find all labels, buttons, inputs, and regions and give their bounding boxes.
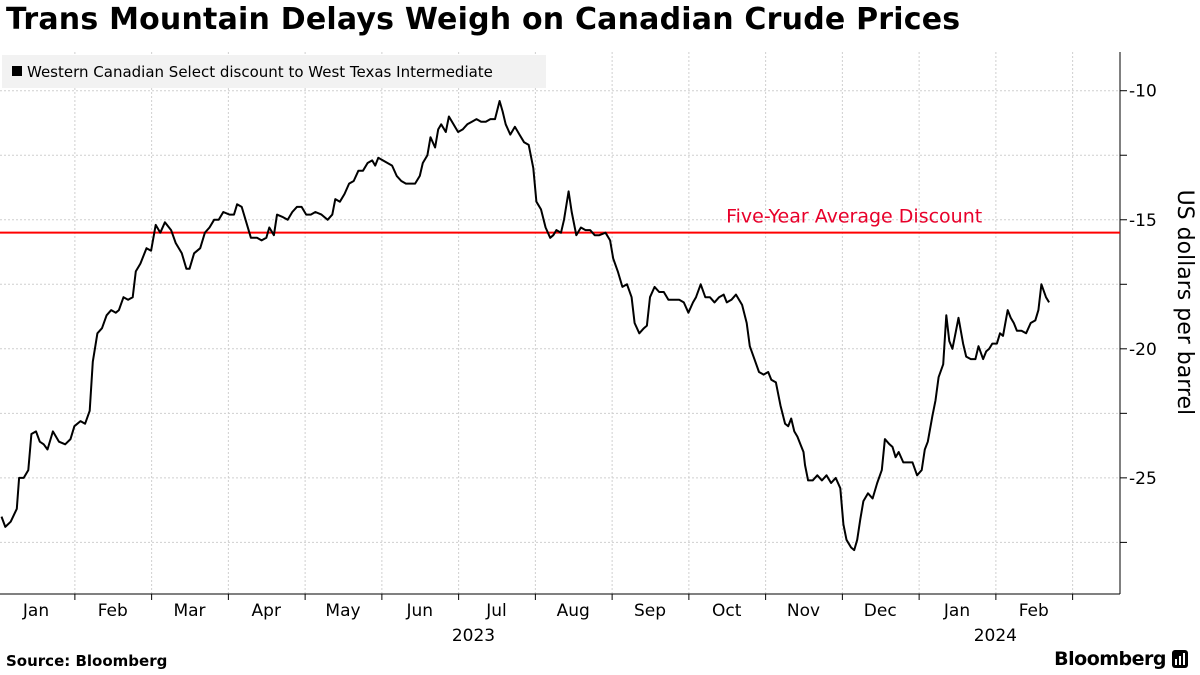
wcs-discount-line bbox=[0, 100, 1050, 552]
x-tick-label: Oct bbox=[712, 601, 742, 621]
legend-swatch bbox=[12, 66, 22, 76]
x-tick-label: Jan bbox=[943, 601, 970, 621]
x-tick-label: Jun bbox=[405, 601, 433, 621]
x-tick-label: Apr bbox=[252, 601, 281, 621]
legend-label: Western Canadian Select discount to West… bbox=[27, 63, 493, 81]
horizontal-gridlines bbox=[0, 90, 1120, 543]
x-tick-label: May bbox=[325, 601, 360, 621]
x-tick-label: Sep bbox=[634, 601, 666, 621]
legend-box bbox=[2, 55, 546, 88]
five-year-average-label: Five-Year Average Discount bbox=[726, 206, 982, 228]
x-tick-label: Mar bbox=[173, 601, 205, 621]
y-tick-label: -15 bbox=[1129, 211, 1157, 231]
x-tick-label: Jan bbox=[22, 601, 49, 621]
x-tick-label: Aug bbox=[557, 601, 590, 621]
x-tick-label: Feb bbox=[1019, 601, 1049, 621]
vertical-gridlines bbox=[74, 52, 1074, 594]
x-tick-label: Dec bbox=[864, 601, 897, 621]
x-year-label: 2024 bbox=[974, 626, 1017, 646]
y-axis-ticks: -10 -15 -20 -25 bbox=[1120, 82, 1157, 543]
x-tick-label: Nov bbox=[787, 601, 820, 621]
y-tick-label: -25 bbox=[1129, 469, 1157, 489]
y-tick-label: -10 bbox=[1129, 82, 1157, 102]
source-note: Source: Bloomberg bbox=[6, 652, 168, 670]
bloomberg-wordmark: Bloomberg bbox=[1054, 648, 1166, 670]
bloomberg-bar-icon bbox=[1172, 650, 1188, 668]
y-axis-title: US dollars per barrel bbox=[1172, 190, 1197, 416]
x-tick-label: Jul bbox=[485, 601, 507, 621]
x-tick-label: Feb bbox=[98, 601, 128, 621]
x-year-label: 2023 bbox=[452, 626, 495, 646]
bloomberg-brand: Bloomberg bbox=[1054, 648, 1188, 670]
chart-title: Trans Mountain Delays Weigh on Canadian … bbox=[6, 2, 961, 37]
y-tick-label: -20 bbox=[1129, 340, 1157, 360]
x-axis-labels: Jan Feb Mar Apr May Jun Jul Aug Sep Oct Nov Dec Jan F… bbox=[22, 594, 1074, 646]
